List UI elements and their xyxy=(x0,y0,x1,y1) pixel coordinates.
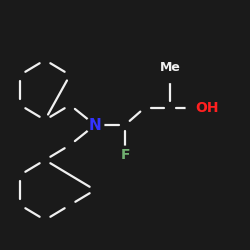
Circle shape xyxy=(161,65,179,82)
Text: OH: OH xyxy=(195,100,218,114)
Circle shape xyxy=(186,95,211,120)
Text: F: F xyxy=(120,148,130,162)
Circle shape xyxy=(86,116,104,134)
Circle shape xyxy=(116,146,134,164)
Text: N: N xyxy=(88,118,102,132)
Text: Me: Me xyxy=(160,61,180,74)
